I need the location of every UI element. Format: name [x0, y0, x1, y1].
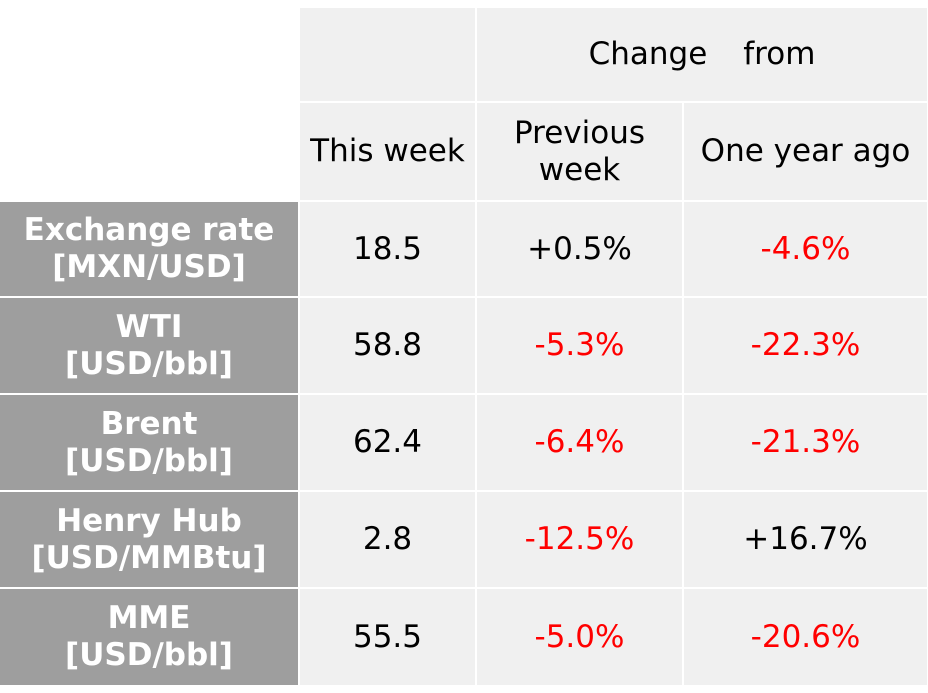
value-text: -12.5% [524, 521, 635, 558]
row-label-exchange-rate: Exchange rate [MXN/USD] [0, 202, 298, 296]
value-text: -20.6% [750, 618, 861, 655]
row-label-line1: Brent [100, 405, 198, 442]
row-label-wti: WTI [USD/bbl] [0, 298, 298, 393]
this-week-header-top [300, 8, 475, 101]
value-text: -5.3% [534, 327, 625, 364]
change-from-word-1: Change [588, 36, 708, 73]
row-label-line2: [USD/bbl] [65, 442, 233, 479]
value-text: 2.8 [362, 521, 413, 558]
value-text: -6.4% [534, 424, 625, 461]
one-year-ago-header: One year ago [684, 103, 927, 200]
previous-week-label-line1: Previous [513, 114, 645, 151]
change-from-word-2: from [743, 36, 816, 73]
previous-week-header: Previous week [477, 103, 682, 200]
value-text: 55.5 [352, 618, 423, 655]
year-ago-change: -22.3% [684, 298, 927, 393]
value-text: 18.5 [352, 230, 423, 267]
row-label-mme: MME [USD/bbl] [0, 589, 298, 685]
value-text: +16.7% [743, 521, 868, 558]
year-ago-change: -4.6% [684, 202, 927, 296]
row-label-line1: Henry Hub [56, 502, 242, 539]
row-label-line1: MME [107, 600, 191, 637]
row-label-line1: Exchange rate [23, 212, 275, 249]
this-week-label: This week [310, 133, 465, 170]
value-text: -4.6% [760, 230, 851, 267]
prev-week-change: +0.5% [477, 202, 682, 296]
this-week-value: 18.5 [300, 202, 475, 296]
year-ago-change: -21.3% [684, 395, 927, 490]
this-week-value: 55.5 [300, 589, 475, 685]
prev-week-change: -5.3% [477, 298, 682, 393]
value-text: -5.0% [534, 618, 625, 655]
previous-week-label-line2: week [538, 151, 621, 188]
one-year-ago-label: One year ago [700, 133, 911, 170]
row-label-line2: [USD/MMBtu] [31, 539, 267, 576]
row-label-line2: [MXN/USD] [52, 249, 246, 285]
this-week-value: 58.8 [300, 298, 475, 393]
this-week-header: This week [300, 103, 475, 200]
this-week-value: 2.8 [300, 492, 475, 587]
value-text: +0.5% [527, 230, 632, 267]
row-label-line1: WTI [115, 308, 183, 345]
row-label-henry-hub: Henry Hub [USD/MMBtu] [0, 492, 298, 587]
value-text: 62.4 [352, 424, 423, 461]
value-text: -22.3% [750, 327, 861, 364]
this-week-value: 62.4 [300, 395, 475, 490]
year-ago-change: -20.6% [684, 589, 927, 685]
prev-week-change: -5.0% [477, 589, 682, 685]
prev-week-change: -12.5% [477, 492, 682, 587]
row-label-line2: [USD/bbl] [65, 637, 233, 673]
row-label-brent: Brent [USD/bbl] [0, 395, 298, 490]
prev-week-change: -6.4% [477, 395, 682, 490]
year-ago-change: +16.7% [684, 492, 927, 587]
value-text: 58.8 [352, 327, 423, 364]
value-text: -21.3% [750, 424, 861, 461]
row-label-line2: [USD/bbl] [65, 345, 233, 382]
change-from-header: Change from [477, 8, 927, 101]
